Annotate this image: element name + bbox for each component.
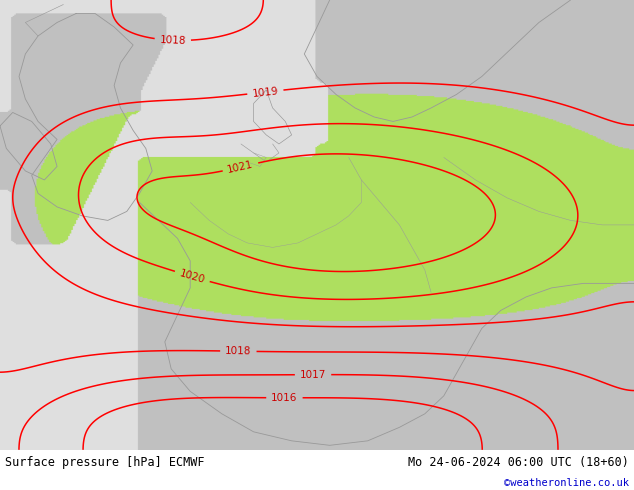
Text: 1021: 1021 <box>226 159 254 175</box>
Text: 1019: 1019 <box>252 86 279 98</box>
Text: Mo 24-06-2024 06:00 UTC (18+60): Mo 24-06-2024 06:00 UTC (18+60) <box>408 456 629 469</box>
Text: 1020: 1020 <box>178 268 206 285</box>
Text: 1018: 1018 <box>225 346 252 356</box>
Text: 1018: 1018 <box>159 35 186 46</box>
Text: 1016: 1016 <box>271 393 297 403</box>
Text: 1017: 1017 <box>300 369 327 380</box>
Text: Surface pressure [hPa] ECMWF: Surface pressure [hPa] ECMWF <box>5 456 205 469</box>
Text: ©weatheronline.co.uk: ©weatheronline.co.uk <box>504 478 629 488</box>
